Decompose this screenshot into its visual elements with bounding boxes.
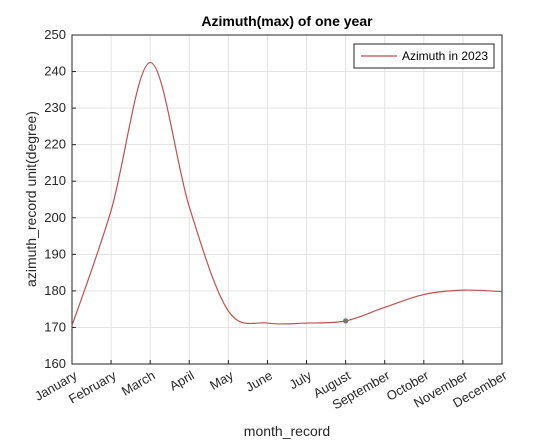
x-tick-label: March — [119, 368, 158, 399]
y-tick-label: 240 — [44, 64, 66, 79]
y-tick-label: 160 — [44, 356, 66, 371]
y-tick-label: 230 — [44, 100, 66, 115]
y-axis-label: azimuth_record unit(degree) — [23, 111, 39, 287]
legend-label: Azimuth in 2023 — [402, 49, 488, 63]
y-tick-label: 250 — [44, 27, 66, 42]
y-tick-label: 220 — [44, 137, 66, 152]
y-tick-label: 170 — [44, 319, 66, 334]
x-tick-label: June — [243, 368, 275, 395]
plot-frame — [71, 34, 503, 365]
series-layer — [71, 61, 503, 326]
x-tick-label: April — [167, 368, 197, 394]
y-tick-label: 180 — [44, 283, 66, 298]
y-tick-label: 210 — [44, 173, 66, 188]
x-tick-label: May — [207, 367, 236, 393]
series-line-azimuth-2023 — [71, 61, 503, 326]
plot-background — [72, 35, 502, 364]
x-axis-label: month_record — [244, 423, 330, 439]
y-tick-label: 190 — [44, 246, 66, 261]
y-tick-label: 200 — [44, 210, 66, 225]
legend: Azimuth in 2023 — [353, 43, 495, 69]
highlight-marker — [343, 318, 349, 324]
chart-title: Azimuth(max) of one year — [201, 13, 373, 29]
